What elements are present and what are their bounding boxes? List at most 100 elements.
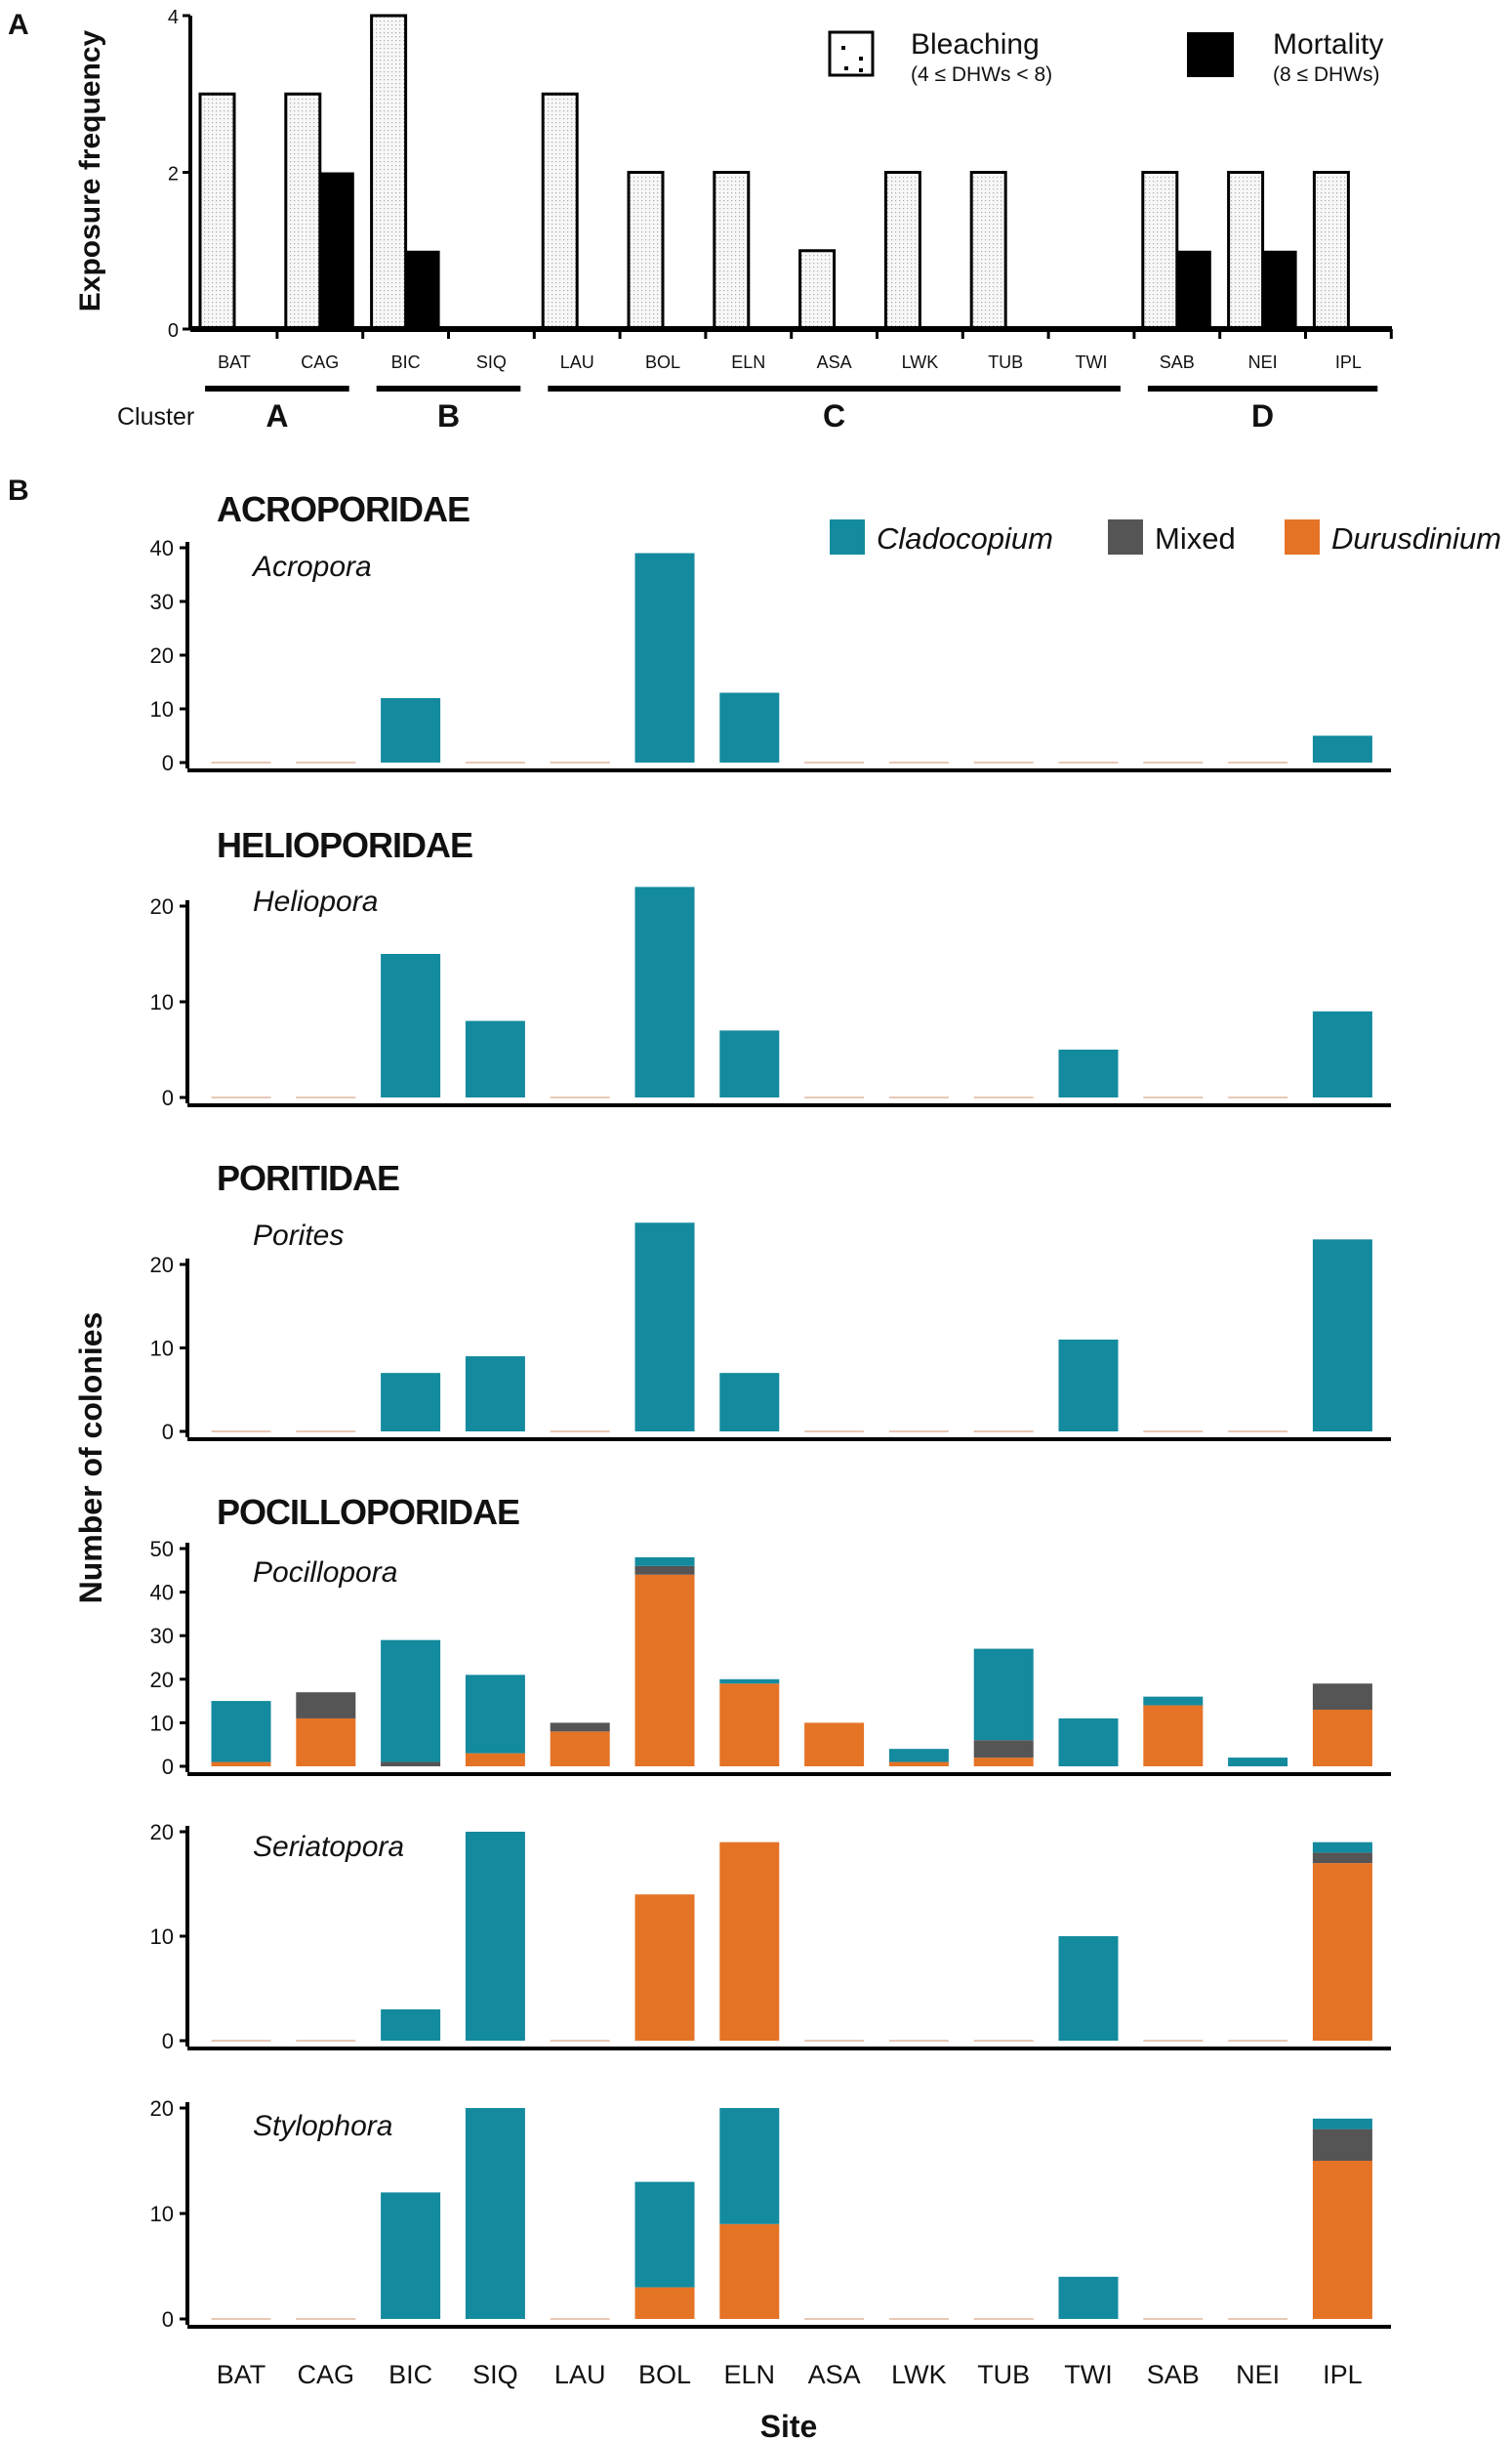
cladocopium-bar-segment: [465, 1675, 525, 1754]
bleaching-bar: [284, 92, 322, 331]
genus-label: Seriatopora: [253, 1831, 404, 1863]
mortality-legend-swatch: [1187, 32, 1234, 77]
family-title: PORITIDAE: [217, 1158, 399, 1198]
x-tick-label: TUB: [977, 2360, 1030, 2389]
cladocopium-bar-segment: [1312, 1011, 1372, 1097]
x-tick-label: BAT: [217, 2360, 266, 2389]
y-tick-label: 20: [150, 643, 174, 668]
y-tick-label: 10: [150, 1337, 174, 1361]
bleaching-bar: [713, 171, 751, 331]
legend-label-cladocopium: Cladocopium: [877, 521, 1053, 556]
y-tick-label: 0: [162, 2029, 174, 2053]
bleaching-legend-swatch: [828, 30, 875, 77]
durusdinium-bar-segment: [1312, 1863, 1372, 2041]
cluster-name: B: [437, 398, 460, 434]
legend-label-durusdinium: Durusdinium: [1331, 521, 1501, 556]
mortality-bar: [319, 172, 354, 329]
x-tick-label: IPL: [1335, 352, 1362, 372]
family-title: ACROPORIDAE: [217, 489, 470, 529]
y-tick-label: 10: [150, 2202, 174, 2226]
cladocopium-bar-segment: [1058, 1717, 1119, 1766]
bleaching-bar: [883, 171, 921, 331]
cladocopium-bar-segment: [1058, 1339, 1119, 1431]
cladocopium-bar-segment: [465, 1020, 525, 1097]
cladocopium-bar-segment: [719, 2108, 780, 2224]
cladocopium-bar-segment: [719, 692, 780, 763]
x-tick-label: ASA: [817, 352, 852, 372]
x-tick-label: NEI: [1248, 352, 1278, 372]
legend-bleaching-sub: (4 ≤ DHWs < 8): [911, 63, 1052, 86]
y-tick-label: 20: [150, 1253, 174, 1277]
legend-label-mixed: Mixed: [1155, 521, 1236, 556]
legend-dot: [841, 46, 845, 50]
x-tick-label: BIC: [388, 2360, 432, 2389]
y-tick-label: 50: [150, 1537, 174, 1561]
durusdinium-bar-segment: [888, 1761, 949, 1766]
mixed-bar-segment: [550, 1722, 610, 1732]
x-axis-label: Site: [760, 2409, 818, 2441]
durusdinium-bar-segment: [550, 1731, 610, 1766]
bleaching-bar: [1312, 171, 1350, 331]
cladocopium-bar-segment: [719, 1373, 780, 1431]
y-tick-label: 10: [150, 990, 174, 1014]
cladocopium-bar-segment: [719, 1678, 780, 1684]
y-axis-label: Number of colonies: [73, 1312, 108, 1604]
bleaching-bar: [969, 171, 1007, 331]
y-tick-label: 0: [162, 751, 174, 775]
legend-dot: [859, 57, 863, 61]
durusdinium-bar-segment: [465, 1753, 525, 1766]
cladocopium-bar-segment: [381, 1639, 441, 1762]
x-tick-label: ELN: [731, 352, 765, 372]
x-tick-label: SAB: [1160, 352, 1195, 372]
x-tick-label: BAT: [218, 352, 251, 372]
y-tick-label: 20: [150, 894, 174, 919]
y-tick-label: 10: [150, 697, 174, 722]
cladocopium-bar-segment: [1312, 1239, 1372, 1431]
cladocopium-bar-segment: [381, 1373, 441, 1431]
durusdinium-bar-segment: [634, 1894, 695, 2041]
y-tick-label: 20: [150, 2096, 174, 2121]
y-tick-label: 0: [162, 1420, 174, 1444]
mixed-bar-segment: [973, 1740, 1034, 1758]
panel-label: A: [8, 9, 29, 41]
x-tick-label: CAG: [298, 2360, 355, 2389]
y-tick-label: 0: [162, 1086, 174, 1110]
legend-mortality-sub: (8 ≤ DHWs): [1273, 63, 1380, 86]
y-tick-label: 2: [168, 164, 179, 186]
cladocopium-bar-segment: [465, 2108, 525, 2319]
durusdinium-bar-segment: [211, 1761, 271, 1766]
cluster-label: Cluster: [117, 403, 194, 431]
panel-a-exposure-chart: A Exposure frequency 0 2 4 BAT CAG BIC SIQ LAU BOL…: [8, 7, 1393, 434]
y-tick-label: 20: [150, 1668, 174, 1692]
cladocopium-bar-segment: [888, 1749, 949, 1762]
durusdinium-bar-segment: [973, 1758, 1034, 1766]
cladocopium-bar-segment: [381, 2192, 441, 2319]
y-axis-label: Exposure frequency: [74, 29, 106, 311]
durusdinium-bar-segment: [719, 1683, 780, 1766]
cladocopium-bar-segment: [465, 1356, 525, 1431]
x-tick-label: ASA: [808, 2360, 861, 2389]
cladocopium-bar-segment: [719, 1030, 780, 1097]
cladocopium-bar-segment: [1143, 1696, 1204, 1706]
cladocopium-bar-segment: [211, 1701, 271, 1762]
durusdinium-bar-segment: [296, 1717, 356, 1766]
x-tick-label: CAG: [301, 352, 339, 372]
y-tick-label: 4: [168, 7, 179, 28]
cladocopium-bar-segment: [634, 887, 695, 1097]
x-tick-label: LAU: [560, 352, 594, 372]
bleaching-bar: [541, 92, 579, 331]
x-tick-label: TUB: [988, 352, 1023, 372]
mortality-bar: [405, 250, 440, 329]
legend-swatch-mixed: [1108, 519, 1143, 555]
durusdinium-bar-segment: [1143, 1705, 1204, 1766]
bleaching-bar: [198, 92, 236, 331]
cladocopium-bar-segment: [973, 1648, 1034, 1741]
cladocopium-bar-segment: [634, 1222, 695, 1431]
legend-bleaching-label: Bleaching: [911, 28, 1040, 61]
x-tick-label: BOL: [638, 2360, 691, 2389]
durusdinium-bar-segment: [1312, 1710, 1372, 1766]
cladocopium-bar-segment: [1312, 2118, 1372, 2130]
cladocopium-bar-segment: [1228, 1758, 1288, 1766]
legend-mortality-label: Mortality: [1273, 28, 1383, 61]
mixed-bar-segment: [1312, 1852, 1372, 1864]
